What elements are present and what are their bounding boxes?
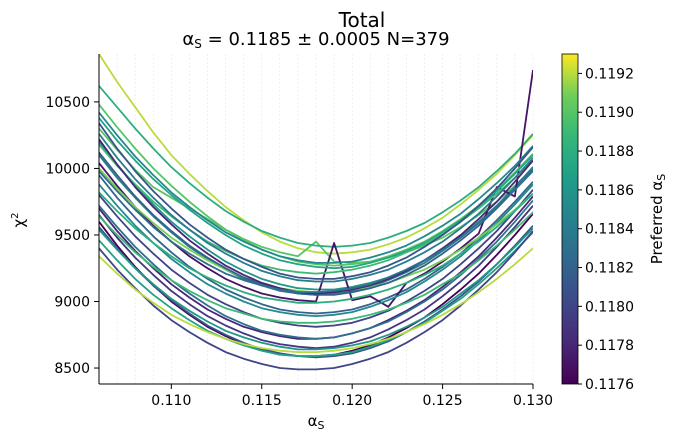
x-tick-label: 0.125 [423, 393, 463, 409]
subtitle-alpha-sub: S [194, 37, 202, 51]
series-line-17 [99, 133, 533, 283]
colorbar-tick-label: 0.1190 [585, 105, 634, 121]
series-line-27 [99, 211, 533, 324]
colorbar-tick-label: 0.1184 [585, 222, 634, 238]
series-line-19 [99, 227, 533, 351]
colorbar-tick-label: 0.1188 [585, 144, 634, 160]
series-line-0 [99, 54, 533, 255]
colorbar-label-alpha: α [648, 181, 666, 191]
plot-area: 0.110 0.115 0.120 0.125 0.130 8500 9000 9500 10… [45, 54, 553, 409]
y-axis-label: χ2 [10, 212, 28, 227]
chart-subtitle: αS = 0.1185 ± 0.0005 N=379 [182, 29, 449, 51]
series-line-11 [99, 183, 533, 318]
series-line-26 [99, 170, 533, 294]
series-line-15 [99, 225, 533, 359]
series-line-20 [99, 191, 533, 304]
colorbar-label: Preferred αS [648, 174, 668, 265]
series-line-23 [99, 138, 533, 295]
y-tick-label: 9500 [54, 228, 90, 244]
colorbar-tick-label: 0.1178 [585, 338, 634, 354]
x-axis-label-alpha: α [308, 412, 318, 430]
colorbar-tick-label: 0.1182 [585, 261, 634, 277]
series-line-24 [99, 230, 533, 371]
series-line-10 [99, 104, 533, 267]
subtitle-alpha: α [182, 29, 194, 50]
x-axis-label-sub: S [317, 419, 324, 432]
chart-title: Total [338, 8, 386, 32]
series-line-18 [99, 205, 533, 350]
x-tick-label: 0.110 [151, 393, 191, 409]
y-ticks: 8500 9000 9500 10000 10500 [45, 95, 99, 377]
x-axis-label: αS [308, 412, 325, 432]
series-line-12 [99, 117, 533, 270]
series-line-22 [99, 231, 533, 358]
y-axis-label-chi: χ [10, 219, 28, 228]
y-tick-label: 10000 [45, 161, 90, 177]
series-line-28 [99, 122, 533, 280]
colorbar-ticks: 0.1176 0.1178 0.1180 0.1182 0.1184 0.1186 0.11… [578, 66, 634, 393]
colorbar-tick-label: 0.1192 [585, 66, 634, 82]
series-line-2 [99, 85, 533, 248]
y-tick-label: 9000 [54, 295, 90, 311]
colorbar-tick-label: 0.1176 [585, 377, 634, 393]
y-axis-label-sup: 2 [10, 212, 21, 218]
x-tick-label: 0.115 [242, 393, 282, 409]
y-tick-label: 8500 [54, 361, 90, 377]
series-line-25 [99, 111, 533, 264]
series-lines [99, 54, 533, 371]
x-tick-label: 0.120 [332, 393, 372, 409]
y-tick-label: 10500 [45, 95, 90, 111]
x-ticks: 0.110 0.115 0.120 0.125 0.130 [151, 384, 553, 409]
colorbar: 0.1176 0.1178 0.1180 0.1182 0.1184 0.1186 0.11… [561, 53, 668, 393]
series-line-3 [99, 141, 533, 291]
colorbar-label-sub: S [655, 174, 668, 181]
colorbar-gradient [561, 53, 579, 385]
series-line-21 [99, 151, 533, 296]
colorbar-label-text: Preferred [648, 191, 666, 265]
subtitle-rest: = 0.1185 ± 0.0005 N=379 [202, 29, 450, 50]
series-line-1 [99, 127, 533, 264]
grid [98, 54, 534, 384]
colorbar-tick-label: 0.1180 [585, 299, 634, 315]
x-tick-label: 0.130 [513, 393, 553, 409]
series-line-29 [99, 247, 533, 354]
colorbar-tick-label: 0.1186 [585, 183, 634, 199]
series-line-6 [99, 189, 533, 328]
